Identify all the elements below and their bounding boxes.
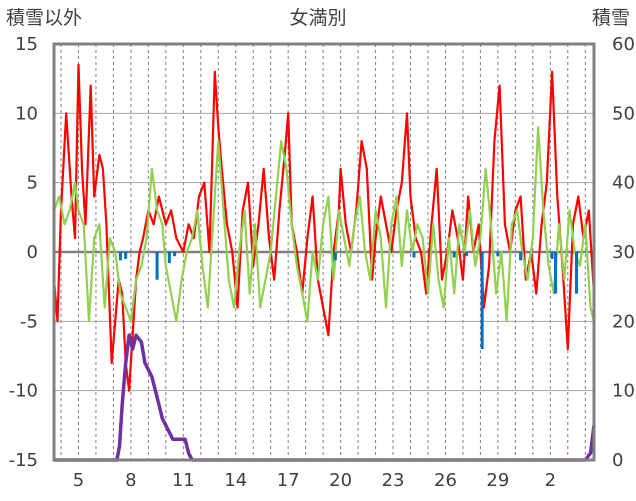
x-tick-label: 23 bbox=[382, 470, 405, 491]
left-tick-label: 15 bbox=[15, 34, 38, 55]
series-bar bbox=[412, 252, 416, 258]
series-bar bbox=[575, 252, 579, 294]
series-bar bbox=[550, 252, 554, 259]
series-bar bbox=[173, 252, 177, 257]
right-tick-label: 60 bbox=[612, 34, 635, 55]
series-line-3 bbox=[54, 333, 596, 462]
plot-frame bbox=[52, 42, 596, 462]
left-tick-label: 0 bbox=[27, 242, 38, 263]
left-tick-label: -15 bbox=[9, 450, 38, 471]
x-tick-label: 8 bbox=[125, 470, 136, 491]
right-tick-label: 20 bbox=[612, 311, 635, 332]
right-tick-label: 30 bbox=[612, 242, 635, 263]
x-tick-label: 11 bbox=[172, 470, 195, 491]
left-tick-label: 5 bbox=[27, 173, 38, 194]
x-tick-label: 14 bbox=[224, 470, 247, 491]
right-tick-label: 0 bbox=[612, 450, 623, 471]
series-bar bbox=[118, 252, 122, 261]
x-tick-label: 26 bbox=[434, 470, 457, 491]
left-axis-label: 積雪以外 bbox=[6, 7, 82, 29]
series-bar bbox=[124, 252, 128, 259]
x-tick-label: 2 bbox=[545, 470, 556, 491]
series-bar bbox=[333, 252, 337, 261]
series-bar bbox=[496, 252, 500, 257]
chart-title: 女満別 bbox=[289, 7, 346, 29]
series-bar bbox=[519, 252, 523, 261]
x-tick-label: 5 bbox=[73, 470, 84, 491]
series-bar bbox=[155, 252, 159, 280]
x-tick-label: 20 bbox=[329, 470, 352, 491]
right-tick-label: 40 bbox=[612, 173, 635, 194]
right-tick-label: 50 bbox=[612, 103, 635, 124]
right-tick-label: 10 bbox=[612, 381, 635, 402]
series-bar bbox=[167, 252, 171, 264]
left-tick-label: -5 bbox=[20, 311, 38, 332]
series-bar bbox=[554, 252, 558, 294]
series-bar bbox=[452, 252, 456, 258]
series-bar bbox=[464, 252, 468, 257]
x-tick-label: 17 bbox=[277, 470, 300, 491]
series-bar bbox=[480, 252, 484, 350]
series-line-1 bbox=[52, 126, 596, 323]
series-line-0 bbox=[52, 63, 596, 392]
left-tick-label: 10 bbox=[15, 103, 38, 124]
left-tick-label: -10 bbox=[9, 381, 38, 402]
right-axis-label: 積雪 bbox=[592, 7, 630, 29]
x-tick-label: 29 bbox=[486, 470, 509, 491]
